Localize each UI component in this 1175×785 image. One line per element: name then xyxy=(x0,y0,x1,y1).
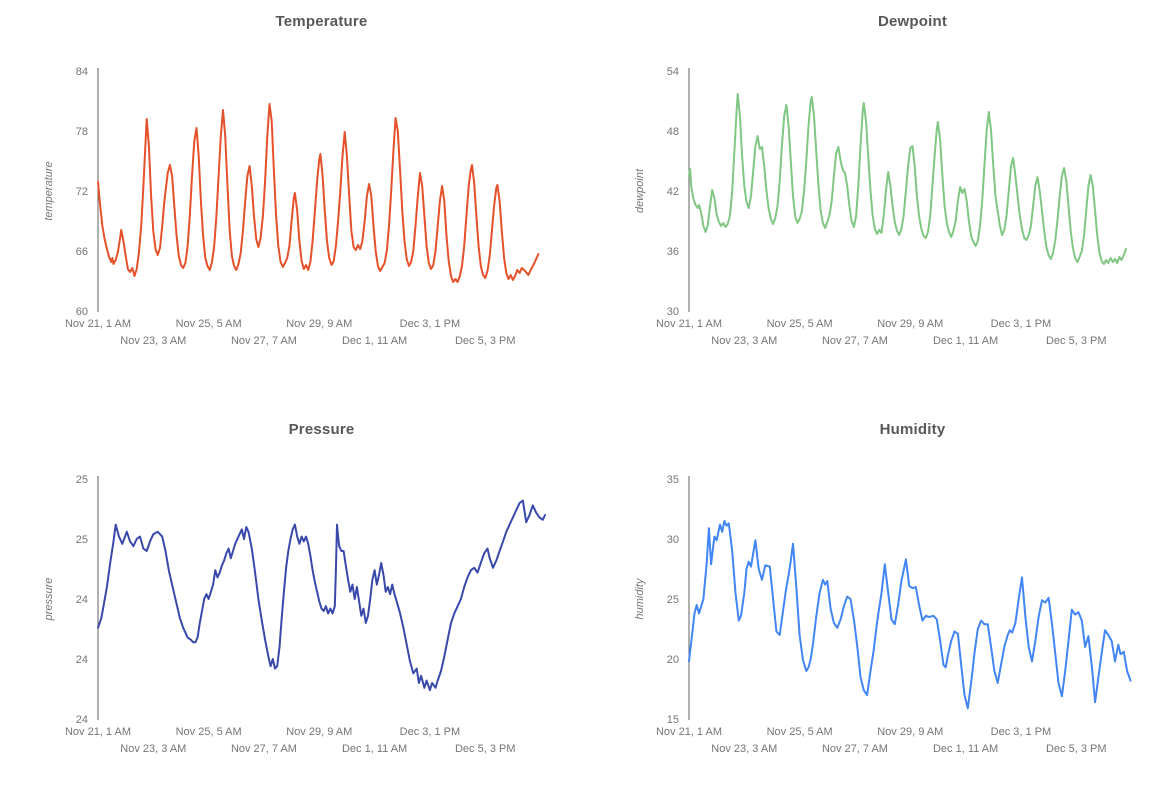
x-tick-label: Nov 21, 1 AM xyxy=(65,726,131,738)
x-tick-label: Nov 25, 5 AM xyxy=(176,318,242,330)
y-axis-title: temperature xyxy=(43,161,55,220)
chart-panel-pressure: Pressure 25 25 24 24 24 pressure Nov 21, 1 AM N… xyxy=(0,408,584,785)
chart-title-dewpoint: Dewpoint xyxy=(877,13,948,30)
x-tick-label: Nov 23, 3 AM xyxy=(711,743,777,755)
y-tick-label: 25 xyxy=(667,594,679,606)
chart-panel-temperature: Temperature 84 78 72 66 60 temperature Nov 21,… xyxy=(0,0,584,380)
x-tick-label: Dec 5, 3 PM xyxy=(1046,335,1107,347)
series-line xyxy=(97,103,540,283)
x-tick-label: Dec 5, 3 PM xyxy=(455,335,516,347)
chart-title-pressure: Pressure xyxy=(288,421,355,438)
y-axis-title: pressure xyxy=(43,578,55,622)
humidity-line-chart: 35 30 25 20 15 humidity Nov 21, 1 AM Nov 23, 3 … xyxy=(634,474,1132,755)
pressure-line-chart: 25 25 24 24 24 pressure Nov 21, 1 AM Nov 23, 3 … xyxy=(43,474,546,755)
x-tick-label: Nov 25, 5 AM xyxy=(767,726,833,738)
x-tick-label: Dec 3, 1 PM xyxy=(991,726,1052,738)
y-tick-label: 15 xyxy=(667,714,679,726)
x-tick-label: Dec 5, 3 PM xyxy=(1046,743,1107,755)
y-tick-label: 25 xyxy=(76,474,88,486)
x-tick-label: Dec 3, 1 PM xyxy=(400,318,461,330)
x-tick-label: Nov 25, 5 AM xyxy=(176,726,242,738)
x-tick-label: Nov 27, 7 AM xyxy=(231,335,297,347)
x-tick-label: Nov 27, 7 AM xyxy=(822,743,888,755)
y-axis-title: dewpoint xyxy=(634,168,646,213)
x-tick-label: Nov 21, 1 AM xyxy=(656,318,722,330)
chart-title-humidity: Humidity xyxy=(879,421,946,438)
y-tick-label: 60 xyxy=(76,306,88,318)
y-tick-label: 42 xyxy=(667,186,679,198)
x-tick-label: Nov 29, 9 AM xyxy=(286,726,352,738)
chart-title-temperature: Temperature xyxy=(275,13,368,30)
y-tick-label: 48 xyxy=(667,126,679,138)
y-tick-label: 25 xyxy=(76,534,88,546)
x-tick-label: Dec 3, 1 PM xyxy=(991,318,1052,330)
y-tick-label: 72 xyxy=(76,186,88,198)
y-tick-label: 24 xyxy=(76,654,88,666)
series-line xyxy=(688,520,1132,710)
x-tick-label: Dec 1, 11 AM xyxy=(933,335,998,347)
y-tick-label: 20 xyxy=(667,654,679,666)
y-tick-label: 24 xyxy=(76,714,88,726)
x-tick-label: Nov 25, 5 AM xyxy=(767,318,833,330)
x-tick-label: Nov 29, 9 AM xyxy=(877,726,943,738)
x-tick-label: Dec 1, 11 AM xyxy=(933,743,998,755)
y-tick-label: 30 xyxy=(667,534,679,546)
x-tick-label: Nov 23, 3 AM xyxy=(711,335,777,347)
x-tick-label: Nov 23, 3 AM xyxy=(120,335,186,347)
x-tick-label: Dec 5, 3 PM xyxy=(455,743,516,755)
x-tick-label: Dec 1, 11 AM xyxy=(342,743,407,755)
chart-panel-humidity: Humidity 35 30 25 20 15 humidity Nov 21, 1 AM N… xyxy=(591,408,1175,785)
y-tick-label: 78 xyxy=(76,126,88,138)
y-axis-title: humidity xyxy=(634,577,646,619)
y-tick-label: 30 xyxy=(667,306,679,318)
y-tick-label: 84 xyxy=(76,66,88,78)
temperature-line-chart: 84 78 72 66 60 temperature Nov 21, 1 AM Nov 23,… xyxy=(43,66,540,347)
y-tick-label: 35 xyxy=(667,474,679,486)
series-line xyxy=(688,93,1127,265)
x-tick-label: Nov 23, 3 AM xyxy=(120,743,186,755)
y-tick-label: 36 xyxy=(667,246,679,258)
x-tick-label: Nov 21, 1 AM xyxy=(656,726,722,738)
dewpoint-line-chart: 54 48 42 36 30 dewpoint Nov 21, 1 AM Nov 23, 3 … xyxy=(634,66,1127,347)
x-tick-label: Dec 1, 11 AM xyxy=(342,335,407,347)
x-tick-label: Nov 29, 9 AM xyxy=(286,318,352,330)
y-tick-label: 24 xyxy=(76,594,88,606)
x-tick-label: Nov 27, 7 AM xyxy=(231,743,297,755)
x-tick-label: Dec 3, 1 PM xyxy=(400,726,461,738)
y-tick-label: 54 xyxy=(667,66,679,78)
x-tick-label: Nov 21, 1 AM xyxy=(65,318,131,330)
x-tick-label: Nov 29, 9 AM xyxy=(877,318,943,330)
y-tick-label: 66 xyxy=(76,246,88,258)
x-tick-label: Nov 27, 7 AM xyxy=(822,335,888,347)
chart-panel-dewpoint: Dewpoint 54 48 42 36 30 dewpoint Nov 21, 1 AM N… xyxy=(591,0,1175,380)
series-line xyxy=(97,499,546,692)
